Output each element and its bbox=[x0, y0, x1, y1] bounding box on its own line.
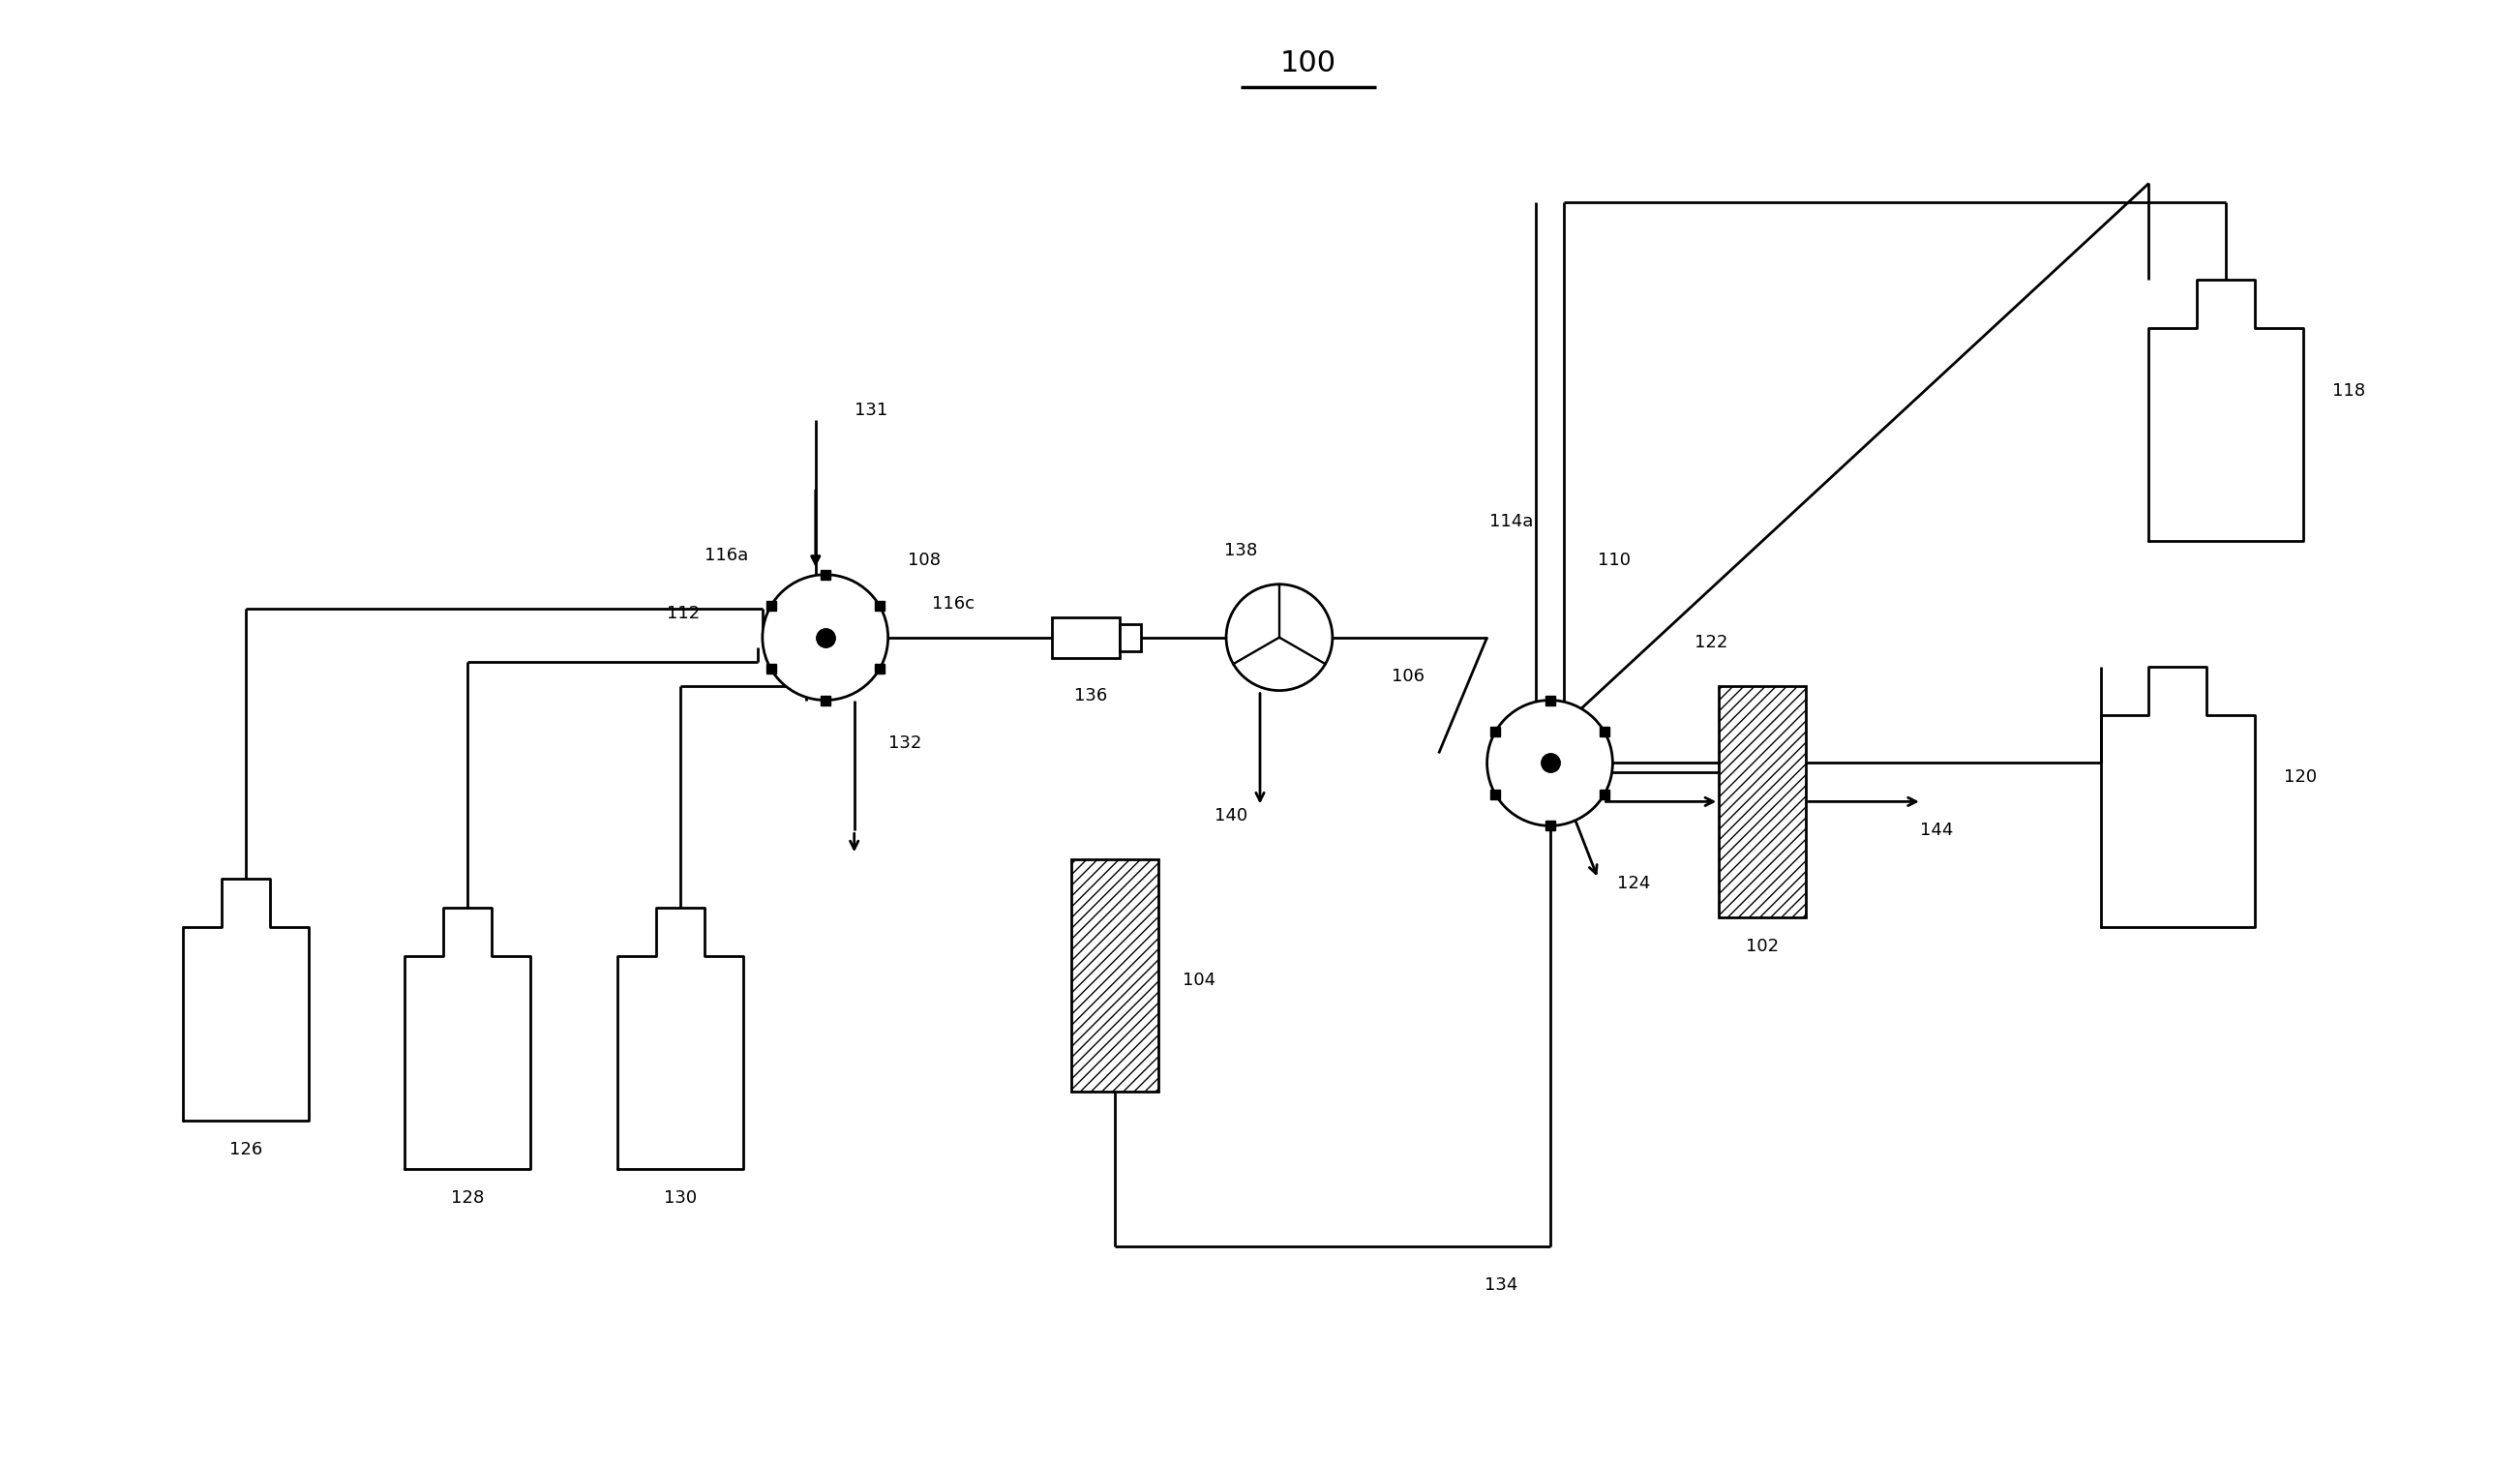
Text: 128: 128 bbox=[451, 1189, 484, 1207]
Text: 102: 102 bbox=[1746, 938, 1779, 956]
Bar bbox=[1071, 860, 1159, 1091]
Text: 138: 138 bbox=[1225, 542, 1257, 559]
Bar bbox=[1053, 617, 1119, 658]
Text: 144: 144 bbox=[1920, 822, 1953, 840]
Text: 104: 104 bbox=[1182, 972, 1215, 989]
Text: 142: 142 bbox=[1552, 755, 1585, 772]
Text: 136: 136 bbox=[1074, 687, 1106, 705]
Text: 116a: 116a bbox=[703, 546, 748, 564]
Text: 108: 108 bbox=[907, 552, 940, 568]
Text: 140: 140 bbox=[1215, 807, 1247, 825]
Circle shape bbox=[1487, 700, 1613, 826]
Bar bbox=[1119, 624, 1142, 650]
Text: 120: 120 bbox=[2283, 769, 2316, 787]
Text: 124: 124 bbox=[1618, 875, 1651, 893]
Text: 118: 118 bbox=[2334, 382, 2366, 399]
Text: 106: 106 bbox=[1391, 668, 1424, 684]
Bar bbox=[1719, 686, 1807, 918]
Text: 112: 112 bbox=[665, 605, 701, 622]
Text: 116c: 116c bbox=[932, 595, 975, 612]
Circle shape bbox=[1227, 584, 1333, 690]
Text: 122: 122 bbox=[1696, 634, 1729, 650]
Text: 131: 131 bbox=[854, 402, 887, 418]
Text: 110: 110 bbox=[1598, 552, 1630, 568]
Text: 134: 134 bbox=[1484, 1276, 1517, 1293]
Text: 114a: 114a bbox=[1489, 512, 1532, 530]
Text: 130: 130 bbox=[663, 1189, 698, 1207]
Circle shape bbox=[764, 574, 887, 700]
Text: 132: 132 bbox=[887, 735, 922, 753]
Text: 100: 100 bbox=[1280, 48, 1336, 76]
Text: 126: 126 bbox=[229, 1141, 262, 1158]
